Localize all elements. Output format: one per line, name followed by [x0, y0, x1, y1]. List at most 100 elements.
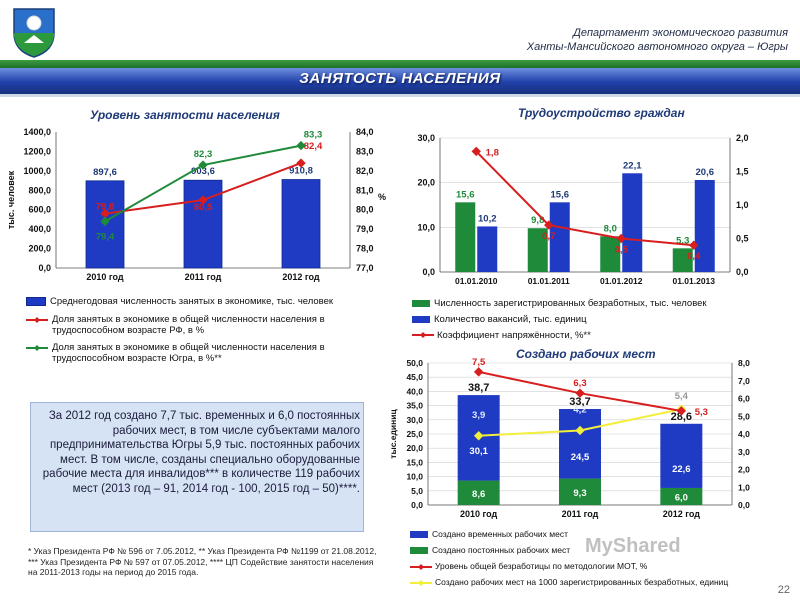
bar-temporary	[660, 423, 703, 488]
y-tick-label: 0,0	[422, 267, 435, 277]
yellow-line-marker-icon	[410, 579, 432, 586]
x-tick-label: 2012 год	[663, 509, 701, 519]
y-tick-label: 50,0	[406, 358, 423, 368]
chart1-legend-bar-label: Среднегодовая численность занятых в экон…	[50, 296, 334, 307]
bar-employed	[281, 179, 321, 269]
line-tension-point	[544, 220, 554, 230]
line-rf-point	[198, 195, 208, 205]
y-tick-label: 800,0	[28, 185, 51, 195]
line-tension-label: 0,7	[542, 231, 555, 242]
y2-tick-label: 1,5	[736, 167, 749, 177]
y2-tick-label: 80,0	[356, 205, 374, 215]
red-line-marker-icon	[410, 563, 432, 570]
line-per1000-point	[575, 425, 585, 436]
y-tick-label: 600,0	[28, 205, 51, 215]
line-tension-point	[471, 146, 481, 157]
x-tick-label: 01.01.2011	[528, 276, 570, 286]
line-tension-label: 1,8	[486, 147, 499, 158]
line-ilo-label: 6,3	[573, 378, 586, 389]
bar-unemployed-label: 5,3	[676, 235, 689, 246]
line-rf-point	[296, 158, 306, 168]
y-tick-label: 1200,0	[23, 146, 51, 156]
page-number: 22	[777, 584, 790, 596]
chart3-legend-permanent: Создано постоянных рабочих мест	[410, 545, 800, 556]
chart1-legend: Среднегодовая численность занятых в экон…	[26, 296, 376, 364]
bar-permanent-label: 6,0	[675, 492, 688, 503]
line-ilo-label: 7,5	[472, 357, 486, 368]
bar-unemployed-label: 15,6	[456, 189, 475, 200]
chart2-legend-vacancies-label: Количество вакансий, тыс. единиц	[434, 314, 587, 325]
line-ilo-point	[473, 367, 484, 377]
y2-tick-label: 6,0	[738, 394, 750, 404]
y-axis-label: тыс.единиц	[388, 409, 398, 459]
bar-temporary-label: 24,5	[571, 452, 590, 463]
bar-value-label: 910,8	[289, 166, 313, 177]
y-tick-label: 35,0	[406, 401, 423, 411]
bar-vacancies	[694, 179, 715, 272]
department-title: Департамент экономического развития Хант…	[527, 26, 788, 54]
chart3-legend-ilo: Уровень общей безработицы по методологии…	[410, 561, 800, 572]
bar-total-label: 28,6	[671, 411, 692, 423]
y2-tick-label: 78,0	[356, 244, 374, 254]
y2-tick-label: 1,0	[738, 482, 750, 492]
bar-employed	[183, 179, 223, 269]
y-tick-label: 1400,0	[23, 127, 51, 137]
line-per1000-label: 5,4	[675, 391, 689, 402]
bar-permanent-label: 8,6	[472, 489, 485, 500]
chart3-legend-temporary-label: Создано временных рабочих мест	[432, 529, 568, 539]
x-tick-label: 2012 год	[282, 272, 320, 282]
bar-value-label: 897,6	[93, 167, 117, 178]
y-tick-label: 1000,0	[23, 166, 51, 176]
line-per1000-label: 3,9	[472, 410, 485, 421]
bar-vacancies	[549, 202, 570, 272]
footnote: * Указ Президента РФ № 596 от 7.05.2012,…	[28, 546, 377, 577]
bar-permanent-label: 9,3	[573, 488, 586, 499]
slide-title: ЗАНЯТОСТЬ НАСЕЛЕНИЯ	[299, 70, 501, 87]
green-band	[0, 60, 800, 68]
chart3-legend: Создано временных рабочих мест Создано п…	[410, 529, 800, 588]
line-ugra-label: 82,3	[194, 149, 213, 160]
y-tick-label: 0,0	[38, 263, 51, 273]
red-line-marker-icon	[26, 317, 48, 323]
bar-unemployed-label: 9,8	[531, 215, 544, 226]
chart2-title: Трудоустройство граждан	[518, 106, 685, 120]
y2-tick-label: 84,0	[356, 127, 374, 137]
chart3-legend-permanent-label: Создано постоянных рабочих мест	[432, 545, 571, 555]
y2-tick-label: 2,0	[738, 465, 750, 475]
x-tick-label: 2010 год	[460, 509, 498, 519]
y2-tick-label: 7,0	[738, 376, 750, 386]
y-tick-label: 10,0	[406, 472, 423, 482]
y2-tick-label: 82,0	[356, 166, 374, 176]
y2-tick-label: 0,0	[736, 267, 749, 277]
bar-unemployed	[455, 202, 476, 272]
watermark: MyShared	[585, 535, 681, 557]
line-ilo-point	[676, 406, 687, 416]
chart3-legend-per1000-label: Создано рабочих мест на 1000 зарегистрир…	[435, 577, 729, 587]
y-axis-label: тыс. человек	[6, 170, 16, 229]
x-tick-label: 2010 год	[86, 272, 124, 282]
y-tick-label: 20,0	[406, 443, 423, 453]
line-tension-point	[616, 233, 626, 244]
bar-value-label: 903,6	[191, 166, 215, 177]
bar-unemployed	[672, 248, 693, 272]
bar-permanent	[457, 480, 500, 505]
line-ugra-point	[296, 140, 306, 151]
line-tension-label: 0,5	[615, 245, 629, 256]
y-tick-label: 20,0	[417, 178, 435, 188]
bar-total-label: 33,7	[569, 396, 590, 408]
line-ugra-point	[198, 160, 208, 170]
chart2-legend-unemployed: Численность зарегистрированных безработн…	[412, 298, 792, 309]
y-tick-label: 0,0	[411, 500, 423, 510]
line-per1000-point	[473, 431, 484, 441]
title-band	[0, 68, 800, 94]
note-text: За 2012 год создано 7,7 тыс. временных и…	[42, 410, 360, 495]
chart2-legend-ratio-label: Коэффициент напряжённости, %**	[437, 330, 591, 341]
bar-vacancies-label: 15,6	[551, 189, 570, 200]
y2-axis-label: %	[378, 192, 386, 202]
y2-tick-label: 4,0	[738, 429, 750, 439]
x-tick-label: 01.01.2013	[672, 276, 715, 286]
x-tick-label: 01.01.2010	[455, 276, 498, 286]
line-tension-point	[689, 240, 699, 250]
department-line-1: Департамент экономического развития	[573, 27, 788, 39]
y-tick-label: 200,0	[28, 244, 51, 254]
